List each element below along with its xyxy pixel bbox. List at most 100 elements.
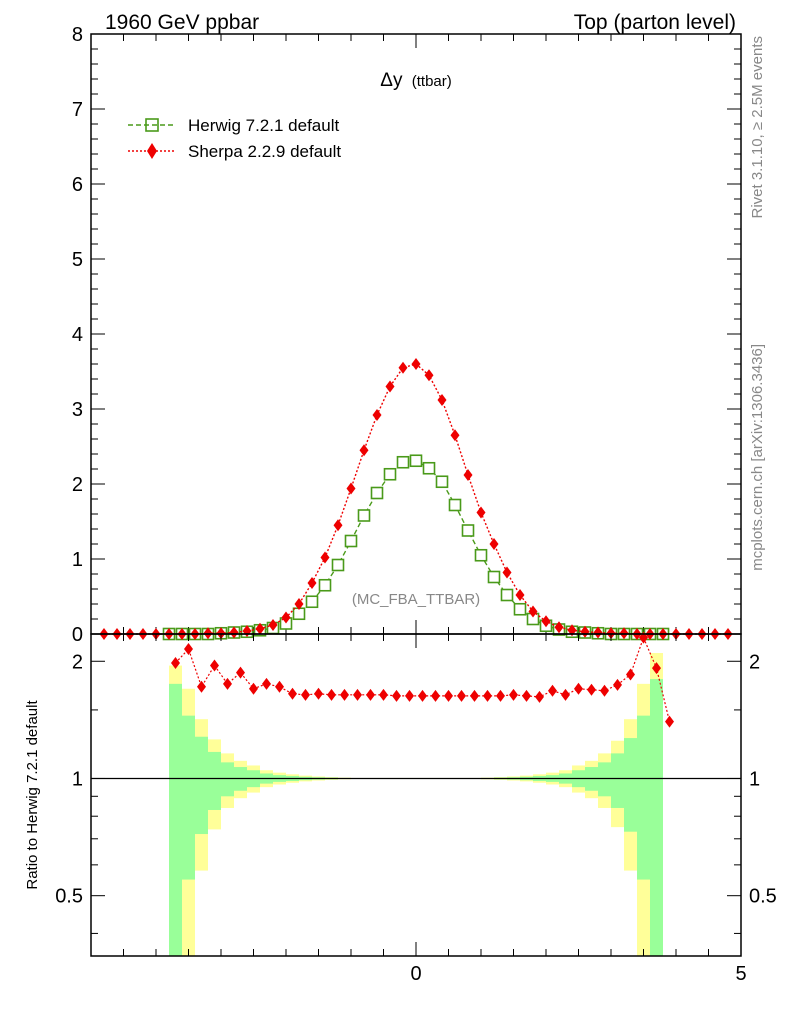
sherpa-point xyxy=(502,566,512,579)
ratio-sherpa-point xyxy=(561,688,570,701)
ratio-sherpa-point xyxy=(171,656,180,669)
herwig-point xyxy=(487,570,501,584)
herwig-point xyxy=(370,486,384,500)
ratio-ytick-label-right: 1 xyxy=(749,768,760,790)
ratio-sherpa-point xyxy=(613,678,622,691)
sherpa-point xyxy=(320,551,330,564)
legend: Herwig 7.2.1 default Sherpa 2.2.9 defaul… xyxy=(128,116,341,161)
ratio-frame xyxy=(90,633,742,957)
main-ytick-label: 2 xyxy=(72,474,83,496)
ratio-sherpa-point xyxy=(301,688,310,701)
herwig-point xyxy=(396,455,410,469)
legend-entry-herwig: Herwig 7.2.1 default xyxy=(128,116,339,135)
ratio-sherpa-point xyxy=(197,680,206,693)
herwig-point xyxy=(305,595,319,609)
legend-sherpa-label: Sherpa 2.2.9 default xyxy=(188,142,341,161)
ratio-sherpa-point xyxy=(483,689,492,702)
sherpa-point xyxy=(437,394,447,406)
ratio-sherpa-point xyxy=(444,689,453,702)
ratio-sherpa-point xyxy=(587,683,596,696)
herwig-point xyxy=(357,509,371,522)
ratio-band-inner-bin xyxy=(208,751,221,810)
ratio-uncertainty-band xyxy=(169,653,663,956)
ratio-panel: 0.5 0.5 1 1 2 2 0 5 xyxy=(55,631,777,985)
sherpa-point xyxy=(424,369,434,382)
ratio-band-inner-bin xyxy=(611,753,624,808)
legend-sherpa-marker-icon xyxy=(147,143,157,159)
ratio-sherpa-point xyxy=(249,682,258,695)
legend-herwig-label: Herwig 7.2.1 default xyxy=(188,116,339,135)
ratio-sherpa-point xyxy=(509,688,518,701)
ratio-sherpa-point xyxy=(652,662,661,675)
sherpa-point xyxy=(281,611,291,624)
ratio-ytick-label-right: 2 xyxy=(749,651,760,673)
sherpa-point xyxy=(515,589,525,601)
ratio-sherpa-point xyxy=(418,689,427,702)
herwig-point xyxy=(513,602,527,616)
sherpa-point xyxy=(346,482,356,495)
ratio-sherpa-point xyxy=(340,688,349,701)
legend-herwig-marker-icon xyxy=(145,118,159,132)
ratio-sherpa-point xyxy=(626,668,635,681)
ratio-sherpa-line xyxy=(175,635,671,722)
ratio-sherpa-point xyxy=(431,689,440,702)
ratio-sherpa-point xyxy=(353,688,362,701)
ratio-xtick-label: 5 xyxy=(735,963,746,985)
ratio-sherpa-point xyxy=(288,687,297,700)
sherpa-point xyxy=(450,429,460,442)
ratio-ytick-label-left: 1 xyxy=(72,768,83,790)
herwig-point xyxy=(409,454,423,468)
sherpa-point xyxy=(398,361,408,374)
herwig-point xyxy=(383,467,397,481)
ratio-sherpa-point xyxy=(223,677,232,690)
ratio-sherpa-point xyxy=(548,684,557,697)
sherpa-point xyxy=(359,444,369,457)
herwig-point xyxy=(435,475,449,489)
ratio-sherpa-point xyxy=(457,689,466,702)
main-panel: 0 1 2 3 4 5 6 7 8 xyxy=(72,24,742,646)
herwig-point xyxy=(331,558,345,572)
main-ytick-label: 8 xyxy=(72,24,83,46)
header-right-title: Top (parton level) xyxy=(574,11,736,34)
main-ytick-label: 3 xyxy=(72,399,83,421)
ratio-band-inner-bin xyxy=(169,683,182,956)
ratio-band-inner-bin xyxy=(221,762,234,797)
main-ytick-label: 1 xyxy=(72,549,83,571)
sherpa-point xyxy=(255,622,265,635)
ratio-sherpa-point xyxy=(262,677,271,690)
sherpa-point xyxy=(385,380,395,393)
main-ytick-label: 7 xyxy=(72,99,83,121)
sherpa-point xyxy=(307,577,317,589)
observable-sub: (ttbar) xyxy=(412,73,452,90)
herwig-point xyxy=(461,524,475,537)
sherpa-point xyxy=(528,605,538,618)
herwig-point xyxy=(344,534,358,548)
main-ytick-label: 5 xyxy=(72,249,83,271)
ratio-sherpa-point xyxy=(392,689,401,702)
sherpa-point xyxy=(268,619,278,631)
side-text-mcplots: mcplots.cern.ch [arXiv:1306.3436] xyxy=(749,344,766,571)
main-ytick-label: 6 xyxy=(72,174,83,196)
ratio-sherpa-point xyxy=(522,689,531,702)
herwig-point xyxy=(474,548,488,562)
ratio-sherpa-point xyxy=(366,688,375,701)
ratio-ytick-label-left: 0.5 xyxy=(55,886,83,908)
sherpa-point xyxy=(489,538,499,550)
main-ytick-label: 4 xyxy=(72,324,83,346)
legend-entry-sherpa: Sherpa 2.2.9 default xyxy=(128,142,341,161)
ratio-sherpa-point xyxy=(665,715,674,728)
main-ytick-label: 0 xyxy=(72,624,83,646)
observable-main: Δy xyxy=(380,70,403,91)
ratio-sherpa-point xyxy=(535,690,544,703)
ratio-ytick-label-left: 2 xyxy=(72,651,83,673)
ratio-band-inner-bin xyxy=(624,738,637,832)
ratio-y-axis-label: Ratio to Herwig 7.2.1 default xyxy=(24,700,41,890)
ratio-sherpa-point xyxy=(236,666,245,679)
ratio-band-inner-bin xyxy=(598,762,611,797)
herwig-point xyxy=(448,498,462,512)
sherpa-point xyxy=(333,519,343,532)
ratio-sherpa-point xyxy=(184,643,193,656)
ratio-sherpa-point xyxy=(600,684,609,697)
ratio-band-inner-bin xyxy=(195,736,208,835)
